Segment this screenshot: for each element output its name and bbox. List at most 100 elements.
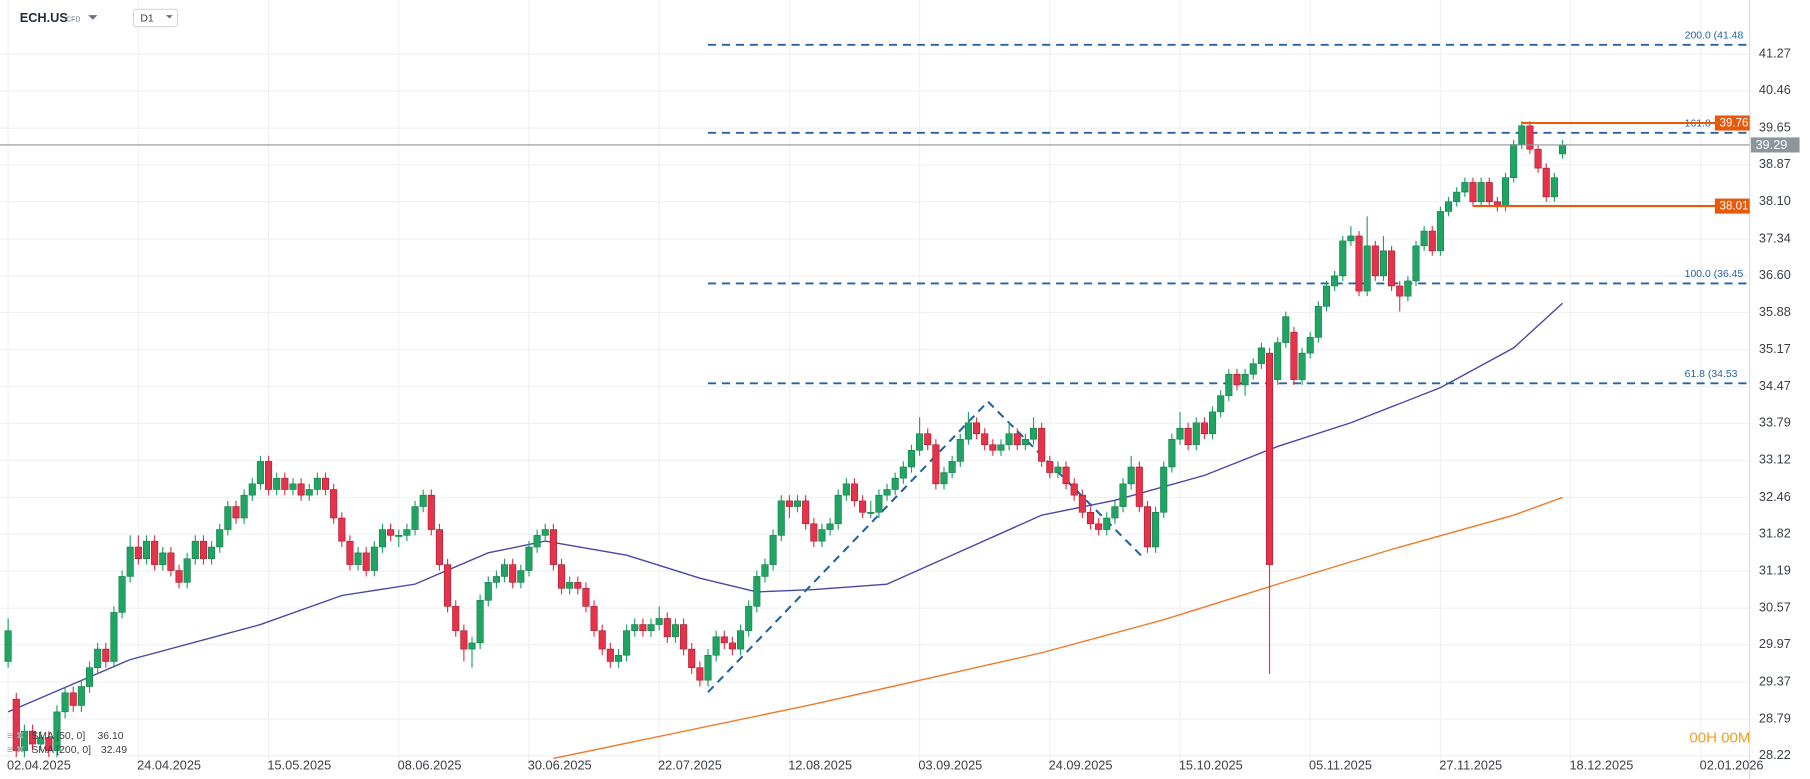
candle-body: [370, 546, 378, 571]
zigzag-line: [707, 400, 1144, 693]
candle-body: [948, 461, 956, 473]
grid: [0, 0, 1750, 766]
candle-body: [704, 654, 712, 681]
candle-body: [1257, 347, 1265, 364]
legend-name: SMA [50, 0]: [31, 731, 85, 742]
candle-body: [891, 477, 899, 490]
candle-body: [191, 540, 199, 560]
candle-body: [305, 489, 313, 496]
y-tick-label: 35.88: [1759, 304, 1791, 319]
candle-body: [460, 630, 468, 650]
candle-body: [1558, 144, 1567, 155]
candle-body: [606, 648, 614, 662]
candle-body: [110, 612, 118, 662]
sma-line: [7, 302, 1563, 713]
y-tick-label: 38.10: [1759, 193, 1791, 208]
candle-body: [444, 564, 452, 607]
candle-body: [541, 529, 549, 536]
candle-body: [77, 686, 85, 706]
candle-body: [240, 494, 248, 519]
candle-body: [1412, 245, 1420, 282]
candle-body: [1469, 182, 1477, 203]
fib-label: 100.0 (36.45: [1685, 269, 1744, 280]
candle-body: [671, 624, 679, 638]
candle-body: [696, 667, 704, 681]
candle-body: [566, 582, 574, 589]
symbol-selector[interactable]: ECH.US CFD: [20, 10, 98, 25]
candle-body: [1388, 250, 1396, 287]
candle-body: [256, 461, 264, 485]
candle-body: [663, 618, 671, 638]
candle-body: [1339, 240, 1347, 277]
candle-body: [1029, 427, 1038, 440]
candle-body: [159, 552, 167, 565]
y-tick-label: 36.60: [1759, 267, 1791, 282]
candle-body: [623, 630, 631, 656]
interval: D1: [140, 13, 154, 24]
candle-body: [330, 489, 338, 519]
x-tick-label: 02.01.2026: [1700, 758, 1764, 773]
candle-body: [435, 529, 443, 565]
legend: ≡ ✖ SMA [50, 0] 36.10 ≡ ✖ SMA [200, 0] 32.49: [7, 731, 127, 756]
candle-body: [1005, 433, 1013, 446]
candle-body: [859, 500, 867, 513]
dropdown-arrow: [88, 15, 98, 20]
y-tick-label: 37.34: [1759, 230, 1791, 245]
y-tick-label: 28.22: [1759, 747, 1791, 762]
candle-body: [753, 576, 761, 607]
candle-body: [476, 600, 484, 644]
candle-body: [533, 535, 541, 548]
price-tag: [1714, 115, 1750, 131]
candle-body: [940, 472, 948, 485]
candle-body: [1217, 395, 1225, 413]
candle-body: [737, 630, 745, 650]
candle-body: [346, 540, 354, 565]
candle-body: [867, 511, 875, 514]
y-tick-label: 41.27: [1759, 46, 1791, 61]
candle-body: [728, 642, 736, 650]
candle-body: [1184, 427, 1192, 446]
candle-body: [1314, 306, 1322, 338]
candle-body: [1306, 337, 1314, 354]
y-tick-label: 32.46: [1759, 489, 1791, 504]
price-tag-label: 38.01: [1720, 201, 1749, 213]
price-tag: [1714, 198, 1750, 214]
y-tick-label: 39.65: [1759, 120, 1791, 135]
y-tick-label: 29.37: [1759, 673, 1791, 688]
candle-body: [94, 648, 102, 668]
candle-body: [1290, 331, 1298, 380]
candle-body: [1086, 511, 1095, 525]
interval-selector[interactable]: D1: [132, 8, 179, 28]
y-tick-label: 38.87: [1759, 156, 1791, 171]
candle-body: [1298, 352, 1306, 380]
candle-body: [501, 564, 509, 577]
candle-body: [69, 692, 77, 706]
candle-body: [468, 642, 476, 650]
candle-body: [362, 552, 370, 571]
candle-body: [1209, 411, 1217, 435]
candle-body: [1322, 285, 1331, 307]
legend-icon: ≡ ✖: [7, 745, 25, 756]
candle-body: [883, 489, 891, 496]
candle-body: [313, 477, 321, 490]
x-tick-label: 12.08.2025: [788, 758, 852, 773]
candle-body: [118, 576, 126, 613]
candle-body: [1176, 427, 1184, 440]
x-tick-label: 03.09.2025: [918, 758, 982, 773]
price-tag-label: 39.29: [1755, 137, 1787, 152]
candle-body: [826, 523, 834, 530]
candle-body: [769, 535, 777, 565]
candle-body: [1249, 363, 1257, 375]
candle-body: [1111, 506, 1119, 519]
candle-body: [818, 529, 826, 542]
y-tick-label: 34.47: [1759, 378, 1791, 393]
candle-body: [61, 692, 69, 713]
candle-body: [549, 529, 557, 565]
candle-body: [989, 444, 997, 451]
candle-body: [785, 500, 793, 507]
candle-body: [1510, 144, 1518, 178]
x-tick-label: 08.06.2025: [398, 758, 462, 773]
